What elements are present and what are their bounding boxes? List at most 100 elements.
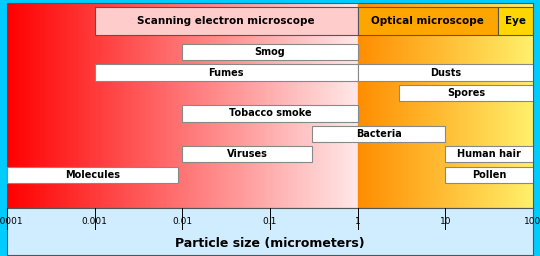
Bar bbox=[272, 3, 273, 208]
Bar bbox=[77, 3, 79, 208]
Bar bbox=[21, 3, 23, 208]
Bar bbox=[73, 3, 76, 208]
Bar bbox=[511, 3, 512, 208]
Bar bbox=[410, 3, 411, 208]
Bar bbox=[329, 3, 332, 208]
Bar bbox=[312, 126, 446, 142]
Text: Bacteria: Bacteria bbox=[356, 129, 401, 139]
Bar bbox=[502, 3, 503, 208]
Bar bbox=[353, 3, 354, 208]
Bar bbox=[307, 3, 308, 208]
Bar bbox=[66, 3, 69, 208]
Bar bbox=[40, 3, 42, 208]
Text: Smog: Smog bbox=[255, 47, 285, 57]
Bar bbox=[491, 3, 492, 208]
Bar bbox=[9, 3, 10, 208]
Bar bbox=[350, 3, 353, 208]
Bar bbox=[258, 3, 260, 208]
Bar bbox=[442, 3, 443, 208]
Bar bbox=[516, 3, 517, 208]
Bar bbox=[69, 3, 70, 208]
Bar bbox=[147, 3, 149, 208]
Bar bbox=[436, 3, 437, 208]
Bar bbox=[17, 3, 19, 208]
Bar bbox=[347, 3, 349, 208]
Bar bbox=[176, 3, 177, 208]
Bar bbox=[123, 3, 125, 208]
Bar bbox=[149, 3, 151, 208]
Bar bbox=[332, 3, 333, 208]
Bar bbox=[221, 3, 222, 208]
Bar bbox=[474, 3, 475, 208]
Bar bbox=[321, 3, 322, 208]
Bar bbox=[419, 3, 420, 208]
Bar bbox=[7, 3, 9, 208]
Text: Molecules: Molecules bbox=[65, 170, 120, 180]
Bar bbox=[100, 3, 102, 208]
Bar bbox=[282, 3, 284, 208]
Bar bbox=[205, 3, 207, 208]
Bar bbox=[322, 3, 325, 208]
Bar bbox=[79, 3, 80, 208]
Bar bbox=[387, 3, 388, 208]
Bar bbox=[91, 3, 93, 208]
Bar bbox=[325, 3, 326, 208]
Bar bbox=[373, 3, 374, 208]
Bar bbox=[446, 167, 533, 183]
Bar bbox=[226, 3, 228, 208]
Bar bbox=[166, 3, 168, 208]
Bar bbox=[506, 3, 507, 208]
Bar bbox=[305, 3, 307, 208]
Bar bbox=[396, 3, 397, 208]
Bar bbox=[93, 3, 94, 208]
Bar bbox=[394, 3, 395, 208]
Bar bbox=[291, 3, 293, 208]
Bar bbox=[519, 3, 520, 208]
Bar bbox=[464, 3, 465, 208]
Bar bbox=[438, 3, 439, 208]
Bar bbox=[235, 3, 237, 208]
Bar bbox=[532, 3, 533, 208]
Bar bbox=[132, 3, 133, 208]
Bar bbox=[456, 3, 457, 208]
Bar bbox=[294, 3, 296, 208]
Bar bbox=[494, 3, 495, 208]
Bar bbox=[242, 3, 244, 208]
Bar bbox=[315, 3, 318, 208]
Bar bbox=[265, 3, 267, 208]
Bar bbox=[478, 3, 480, 208]
Bar bbox=[319, 3, 321, 208]
Bar bbox=[481, 3, 482, 208]
Bar bbox=[24, 3, 26, 208]
Bar bbox=[501, 3, 502, 208]
Bar bbox=[362, 3, 363, 208]
Bar bbox=[529, 3, 530, 208]
Bar bbox=[467, 3, 468, 208]
Bar bbox=[528, 3, 529, 208]
Bar bbox=[225, 3, 226, 208]
Bar bbox=[172, 3, 173, 208]
Bar bbox=[485, 3, 487, 208]
Bar bbox=[314, 3, 315, 208]
Text: Spores: Spores bbox=[447, 88, 485, 98]
Bar bbox=[183, 105, 357, 122]
Bar bbox=[451, 3, 453, 208]
Bar bbox=[522, 3, 523, 208]
Bar bbox=[111, 3, 112, 208]
Bar bbox=[508, 3, 509, 208]
Bar bbox=[303, 3, 305, 208]
Bar bbox=[137, 3, 138, 208]
Bar bbox=[239, 3, 240, 208]
Bar bbox=[261, 3, 263, 208]
Bar bbox=[412, 3, 413, 208]
Bar bbox=[422, 3, 423, 208]
Bar bbox=[483, 3, 484, 208]
Bar bbox=[52, 3, 55, 208]
Bar bbox=[198, 3, 200, 208]
Bar bbox=[463, 3, 464, 208]
Bar bbox=[349, 3, 350, 208]
Bar bbox=[425, 3, 426, 208]
Bar bbox=[253, 3, 254, 208]
Bar bbox=[420, 3, 421, 208]
Bar bbox=[488, 3, 489, 208]
